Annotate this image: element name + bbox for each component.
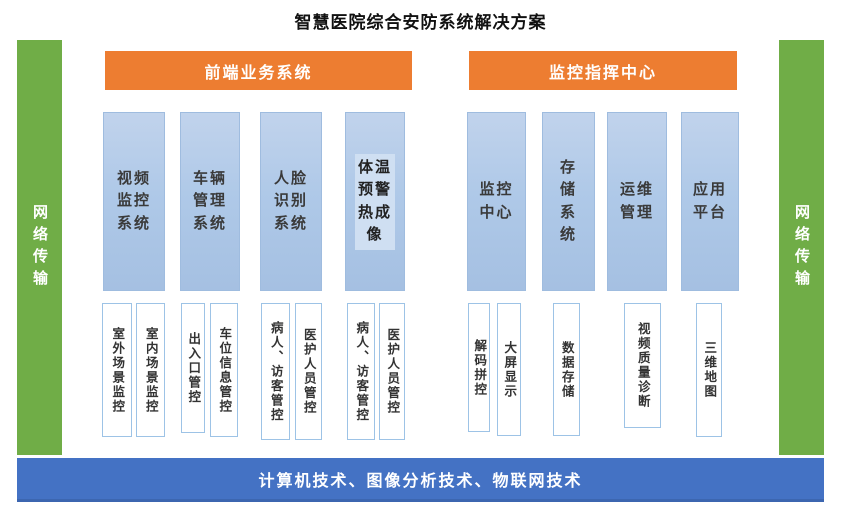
module-card-label: 解码拼控	[472, 338, 487, 397]
module-card-decode-splicing: 解码拼控	[468, 303, 490, 432]
system-card-label-highlighted: 体温 预警 热成 像	[357, 156, 392, 247]
system-card-thermal-imaging: 体温 预警 热成 像	[345, 112, 405, 291]
system-card-label: 视频 监控 系统	[116, 169, 151, 232]
system-card-storage-system: 存 储 系 统	[542, 112, 595, 291]
frontend-systems-header: 前端业务系统	[105, 51, 412, 90]
module-card-3d-map: 三维地图	[696, 303, 722, 437]
module-card-patient-visitor-control-2: 病人、访客管控	[347, 303, 375, 440]
system-card-label: 车辆 管理 系统	[192, 169, 227, 232]
module-card-entrance-exit-control: 出入口管控	[181, 303, 205, 433]
module-card-label: 车位信息管控	[217, 326, 232, 414]
module-card-label: 室外场景监控	[110, 326, 125, 414]
module-card-outdoor-scene-monitoring: 室外场景监控	[102, 303, 132, 437]
system-card-operations-management: 运维 管理	[607, 112, 667, 291]
system-card-label: 监控 中心	[479, 181, 514, 221]
module-card-label: 数据存储	[559, 340, 574, 399]
module-card-label: 大屏显示	[502, 340, 517, 399]
module-card-label: 医护人员管控	[385, 328, 400, 415]
technology-footer-bar: 计算机技术、图像分析技术、物联网技术	[17, 458, 824, 502]
system-card-label: 应用 平台	[692, 181, 727, 221]
system-card-vehicle-management: 车辆 管理 系统	[180, 112, 240, 291]
system-card-face-recognition: 人脸 识别 系统	[260, 112, 322, 291]
system-card-application-platform: 应用 平台	[681, 112, 739, 291]
network-rail-left: 网络传输	[17, 40, 62, 455]
module-card-video-quality-diagnosis: 视频质量诊断	[624, 303, 661, 428]
system-card-label: 人脸 识别 系统	[273, 169, 308, 232]
network-rail-right: 网络传输	[779, 40, 824, 455]
module-card-label: 病人、访客管控	[354, 320, 369, 423]
module-card-large-screen-display: 大屏显示	[497, 303, 521, 436]
system-card-video-surveillance: 视频 监控 系统	[103, 112, 165, 291]
system-card-label: 运维 管理	[619, 181, 654, 221]
page-title: 智慧医院综合安防系统解决方案	[294, 13, 547, 32]
command-center-header: 监控指挥中心	[469, 51, 737, 90]
module-card-parking-info-control: 车位信息管控	[210, 303, 238, 437]
system-card-monitoring-center: 监控 中心	[467, 112, 526, 291]
module-card-label: 视频质量诊断	[635, 322, 650, 409]
module-card-patient-visitor-control-1: 病人、访客管控	[261, 303, 290, 440]
module-card-label: 出入口管控	[186, 331, 201, 405]
module-card-label: 医护人员管控	[301, 328, 316, 415]
module-card-label: 三维地图	[702, 341, 717, 399]
module-card-medical-staff-control-2: 医护人员管控	[379, 303, 405, 440]
module-card-medical-staff-control-1: 医护人员管控	[295, 303, 322, 440]
module-card-label: 病人、访客管控	[268, 320, 283, 423]
system-card-label: 存 储 系 统	[559, 158, 577, 244]
network-rail-right-label: 网络传输	[793, 203, 810, 292]
module-card-data-storage: 数据存储	[553, 303, 580, 436]
module-card-indoor-scene-monitoring: 室内场景监控	[136, 303, 165, 437]
network-rail-left-label: 网络传输	[31, 203, 48, 292]
module-card-label: 室内场景监控	[143, 326, 158, 414]
